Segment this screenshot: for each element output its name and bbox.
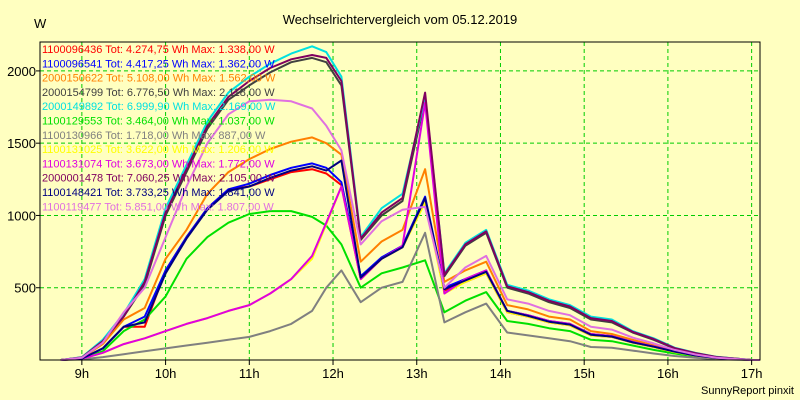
y-ticks: 500 1000 1500 2000 <box>7 64 40 296</box>
legend-entry-8: 1100131025 Tot: 3.622,00 Wh Max: 1.206,0… <box>42 144 275 156</box>
plot-frame <box>39 41 761 361</box>
y-axis-label: W <box>34 16 47 31</box>
x-tick-label: 14h <box>490 366 512 381</box>
y-tick-label: 2000 <box>7 64 36 79</box>
x-ticks: 9h 10h 11h 12h 13h 14h 15h 16h 17h <box>75 360 763 381</box>
legend: 1100096436 Tot: 4.274,75 Wh Max: 1.338,0… <box>42 44 276 213</box>
x-tick-label: 17h <box>741 366 763 381</box>
series-lines <box>60 45 760 361</box>
chart-title: Wechselrichtervergleich vom 05.12.2019 <box>283 12 518 27</box>
series-line-12 <box>60 98 760 361</box>
legend-entry-2: 1100096541 Tot: 4.417,25 Wh Max: 1.362,0… <box>42 58 275 70</box>
legend-entry-5: 2000149892 Tot: 6.999,90 Wh Max: 2.169,0… <box>42 101 276 113</box>
y-tick-label: 1500 <box>7 136 36 151</box>
legend-entry-6: 1100129553 Tot: 3.464,00 Wh Max: 1.037,0… <box>42 116 275 128</box>
x-tick-label: 13h <box>406 366 428 381</box>
legend-entry-3: 2000150622 Tot: 5.108,00 Wh Max: 1.562,0… <box>42 73 276 85</box>
x-tick-label: 12h <box>322 366 344 381</box>
y-tick-label: 1000 <box>7 208 36 223</box>
grid <box>40 42 760 360</box>
series-line-7 <box>60 231 760 361</box>
legend-entry-7: 1100130966 Tot: 1.718,00 Wh Max: 887,00 … <box>42 130 266 142</box>
x-tick-label: 11h <box>239 366 260 381</box>
x-tick-label: 15h <box>573 366 595 381</box>
x-tick-label: 9h <box>75 366 89 381</box>
legend-entry-4: 2000154799 Tot: 6.776,50 Wh Max: 2.118,0… <box>42 87 275 99</box>
footer-credit: SunnyReport pinxit <box>701 385 794 397</box>
legend-entry-10: 2000001478 Tot: 7.060,25 Wh Max: 2.105,0… <box>42 173 276 185</box>
legend-entry-1: 1100096436 Tot: 4.274,75 Wh Max: 1.338,0… <box>42 44 275 56</box>
series-line-6 <box>60 210 760 361</box>
legend-entry-9: 1100131074 Tot: 3.673,00 Wh Max: 1.772,0… <box>42 158 275 170</box>
legend-entry-12: 1100119477 Tot: 5.851,00 Wh Max: 1.807,0… <box>42 201 274 213</box>
y-tick-label: 500 <box>14 281 36 296</box>
legend-entry-11: 1100148421 Tot: 3.733,25 Wh Max: 1.841,0… <box>42 187 275 199</box>
x-tick-label: 10h <box>155 366 177 381</box>
x-tick-label: 16h <box>657 366 679 381</box>
series-line-10 <box>60 54 760 361</box>
series-line-11 <box>60 159 760 361</box>
